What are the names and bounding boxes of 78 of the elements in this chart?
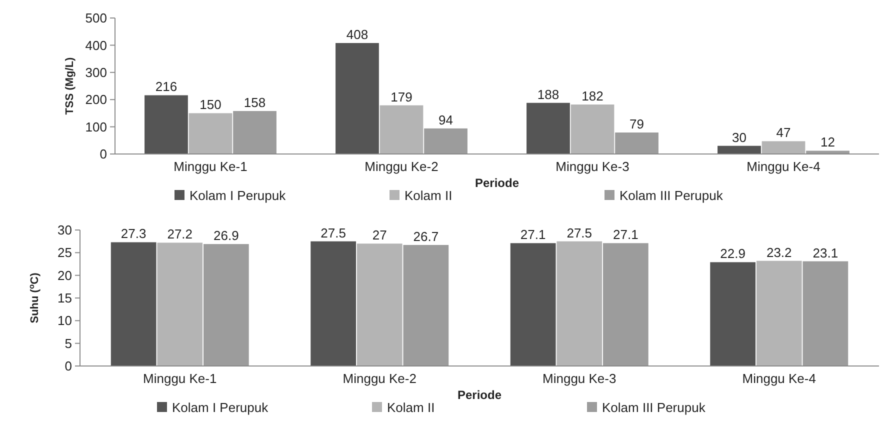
- bar: [806, 150, 850, 154]
- bar: [556, 241, 602, 366]
- y-axis-title: TSS (Mg/L): [64, 56, 76, 115]
- x-tick-label: Minggu Ke-1: [174, 159, 248, 174]
- data-label: 22.9: [720, 246, 746, 262]
- y-tick-label: 5: [64, 336, 72, 351]
- legend-label: Kolam III Perupuk: [602, 400, 706, 415]
- data-label: 26.7: [413, 228, 439, 244]
- y-tick-label: 10: [58, 313, 72, 328]
- x-tick-label: Minggu Ke-3: [542, 371, 616, 386]
- bar: [762, 141, 806, 154]
- bar: [510, 243, 556, 366]
- y-tick-label: 30: [58, 222, 72, 238]
- y-tick-label: 20: [58, 268, 72, 283]
- bar: [144, 95, 188, 154]
- bar: [802, 261, 848, 366]
- bar: [424, 128, 468, 154]
- data-label: 188: [537, 86, 560, 102]
- data-label: 179: [390, 89, 412, 104]
- x-tick-label: Minggu Ke-2: [342, 371, 416, 386]
- y-tick-label: 400: [85, 38, 107, 53]
- data-label: 150: [200, 97, 222, 112]
- data-label: 27.5: [566, 225, 592, 240]
- y-tick-label: 300: [85, 64, 107, 80]
- data-label: 79: [630, 116, 644, 132]
- bar: [233, 111, 276, 154]
- legend-label: Kolam III Perupuk: [620, 188, 724, 203]
- bar: [336, 43, 379, 154]
- data-label: 27.3: [120, 226, 146, 242]
- y-tick-label: 200: [85, 92, 107, 108]
- y-tick-label: 0: [64, 358, 72, 374]
- data-label: 27.1: [520, 227, 546, 242]
- bar: [756, 260, 802, 366]
- data-label: 94: [438, 112, 454, 128]
- data-label: 27.5: [320, 225, 346, 240]
- data-label: 27.2: [167, 226, 193, 242]
- bar: [380, 105, 424, 154]
- bar: [602, 243, 648, 366]
- x-tick-label: Minggu Ke-2: [364, 159, 438, 174]
- bar: [403, 244, 449, 366]
- y-tick-label: 25: [58, 245, 72, 260]
- y-tick-label: 0: [100, 146, 107, 162]
- bar: [570, 104, 614, 154]
- data-label: 27.1: [613, 227, 638, 242]
- bar: [110, 242, 156, 366]
- bar: [615, 132, 658, 154]
- bar: [526, 102, 570, 154]
- bar: [310, 241, 356, 366]
- bar: [188, 113, 232, 154]
- data-label: 23.1: [812, 245, 838, 260]
- data-label: 26.9: [214, 228, 239, 244]
- x-tick-label: Minggu Ke-4: [746, 159, 820, 174]
- data-label: 27: [372, 228, 387, 243]
- x-tick-label: Minggu Ke-1: [143, 371, 217, 386]
- legend-label: Kolam I Perupuk: [190, 188, 286, 203]
- bar: [203, 244, 249, 366]
- y-tick-label: 100: [85, 119, 107, 134]
- y-tick-label: 500: [85, 10, 107, 26]
- legend-label: Kolam II: [387, 400, 435, 415]
- data-label: 47: [776, 125, 791, 140]
- y-tick-label: 15: [58, 290, 72, 306]
- data-label: 30: [732, 130, 746, 145]
- x-axis-title: Periode: [457, 388, 502, 402]
- data-label: 12: [820, 134, 836, 150]
- data-label: 182: [582, 88, 604, 104]
- data-label: 216: [155, 79, 178, 94]
- x-tick-label: Minggu Ke-4: [742, 371, 816, 386]
- bar: [710, 262, 756, 366]
- x-tick-label: Minggu Ke-3: [556, 159, 630, 174]
- data-label: 408: [346, 27, 368, 42]
- x-axis-title: Periode: [474, 176, 520, 190]
- bar: [718, 146, 761, 154]
- legend-label: Kolam I Perupuk: [172, 400, 269, 415]
- legend-label: Kolam II: [404, 188, 452, 203]
- data-label: 158: [244, 95, 266, 110]
- data-label: 23.2: [766, 244, 792, 260]
- bar: [356, 244, 402, 366]
- bar: [157, 242, 203, 366]
